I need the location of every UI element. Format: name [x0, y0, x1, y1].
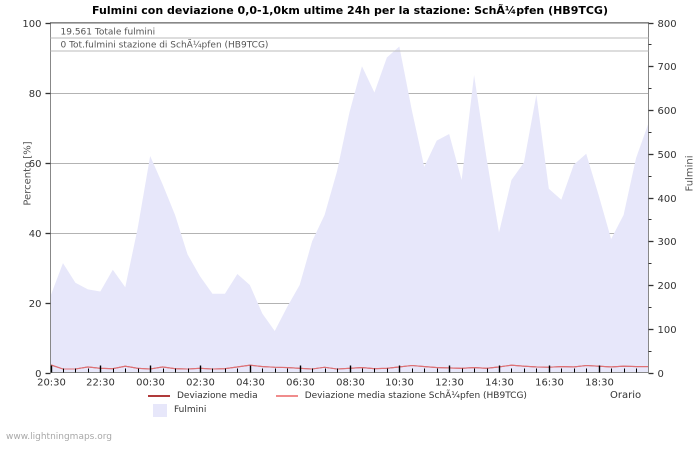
- svg-text:200: 200: [658, 281, 677, 292]
- svg-text:700: 700: [658, 62, 677, 73]
- svg-text:00:30: 00:30: [136, 378, 165, 389]
- svg-text:19.561 Totale fulmini: 19.561 Totale fulmini: [61, 28, 156, 38]
- legend-row-2: Fulmini: [148, 403, 618, 417]
- legend-item-deviazione-media[interactable]: Deviazione media: [148, 391, 258, 401]
- svg-text:600: 600: [658, 106, 677, 117]
- svg-text:20:30: 20:30: [37, 378, 66, 389]
- legend-label: Deviazione media stazione SchÃ¼pfen (HB9…: [304, 391, 527, 401]
- svg-text:800: 800: [658, 19, 677, 30]
- svg-text:18:30: 18:30: [585, 378, 614, 389]
- legend-item-fulmini[interactable]: Fulmini: [148, 403, 207, 417]
- svg-text:10:30: 10:30: [385, 378, 414, 389]
- svg-text:400: 400: [658, 194, 677, 205]
- svg-text:04:30: 04:30: [236, 378, 265, 389]
- legend-row-1: Deviazione media Deviazione media stazio…: [148, 389, 618, 403]
- svg-text:500: 500: [658, 150, 677, 161]
- legend-label: Fulmini: [174, 405, 207, 415]
- watermark: www.lightningmaps.org: [6, 432, 112, 442]
- svg-text:02:30: 02:30: [186, 378, 215, 389]
- svg-text:300: 300: [658, 237, 677, 248]
- svg-text:0: 0: [35, 369, 41, 380]
- legend-line-icon: [275, 395, 298, 397]
- svg-text:08:30: 08:30: [336, 378, 365, 389]
- y-axis-label-left: Percento [%]: [22, 141, 34, 206]
- svg-text:60: 60: [29, 159, 42, 170]
- svg-text:12:30: 12:30: [435, 378, 464, 389]
- svg-text:06:30: 06:30: [286, 378, 315, 389]
- svg-text:100: 100: [22, 19, 41, 30]
- svg-text:20: 20: [29, 299, 42, 310]
- svg-text:16:30: 16:30: [535, 378, 564, 389]
- page-title: Fulmini con deviazione 0,0-1,0km ultime …: [92, 4, 608, 17]
- svg-text:14:30: 14:30: [485, 378, 514, 389]
- svg-text:0: 0: [658, 369, 664, 380]
- svg-text:100: 100: [658, 325, 677, 336]
- legend-line-icon: [148, 395, 170, 397]
- legend-swatch-icon: [153, 403, 167, 417]
- svg-text:80: 80: [29, 89, 42, 100]
- svg-text:40: 40: [29, 229, 42, 240]
- svg-text:22:30: 22:30: [86, 378, 115, 389]
- legend-item-deviazione-media-stazione[interactable]: Deviazione media stazione SchÃ¼pfen (HB9…: [275, 391, 527, 401]
- y-axis-label-right: Fulmini: [684, 155, 696, 192]
- legend-label: Deviazione media: [177, 391, 258, 401]
- x-axis-label: Orario: [610, 390, 642, 401]
- chart-legend: Deviazione media Deviazione media stazio…: [148, 389, 618, 417]
- svg-text:0 Tot.fulmini stazione di SchÃ: 0 Tot.fulmini stazione di SchÃ¼pfen (HB9…: [61, 40, 269, 51]
